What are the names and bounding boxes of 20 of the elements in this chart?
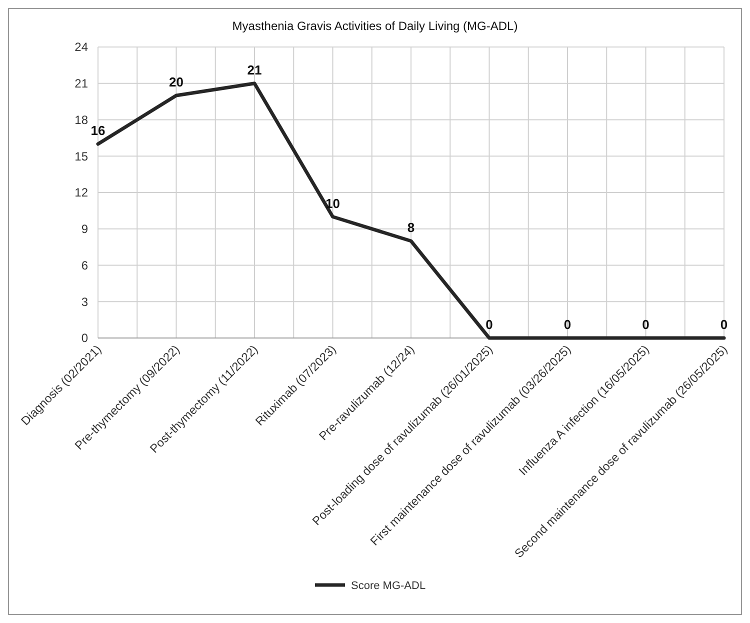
y-tick-label: 0 bbox=[81, 331, 88, 346]
y-tick-label: 21 bbox=[74, 76, 88, 91]
legend-label: Score MG-ADL bbox=[351, 580, 426, 592]
data-label: 10 bbox=[326, 196, 340, 211]
data-label: 16 bbox=[90, 123, 106, 138]
y-tick-label: 18 bbox=[74, 112, 88, 127]
data-label: 0 bbox=[486, 317, 493, 332]
data-label: 0 bbox=[642, 317, 650, 332]
y-tick-label: 9 bbox=[81, 222, 88, 236]
y-tick-label: 3 bbox=[81, 294, 88, 309]
y-tick-label: 24 bbox=[74, 40, 88, 54]
data-label: 8 bbox=[407, 220, 415, 235]
y-tick-label: 15 bbox=[74, 149, 88, 164]
y-tick-label: 12 bbox=[74, 186, 88, 200]
data-label: 0 bbox=[720, 317, 728, 332]
y-tick-label: 6 bbox=[81, 258, 88, 272]
data-label: 21 bbox=[247, 62, 262, 78]
data-label: 20 bbox=[169, 74, 184, 90]
chart-title: Myasthenia Gravis Activities of Daily Living (MG-ADL) bbox=[232, 19, 518, 33]
data-label: 0 bbox=[564, 317, 572, 332]
